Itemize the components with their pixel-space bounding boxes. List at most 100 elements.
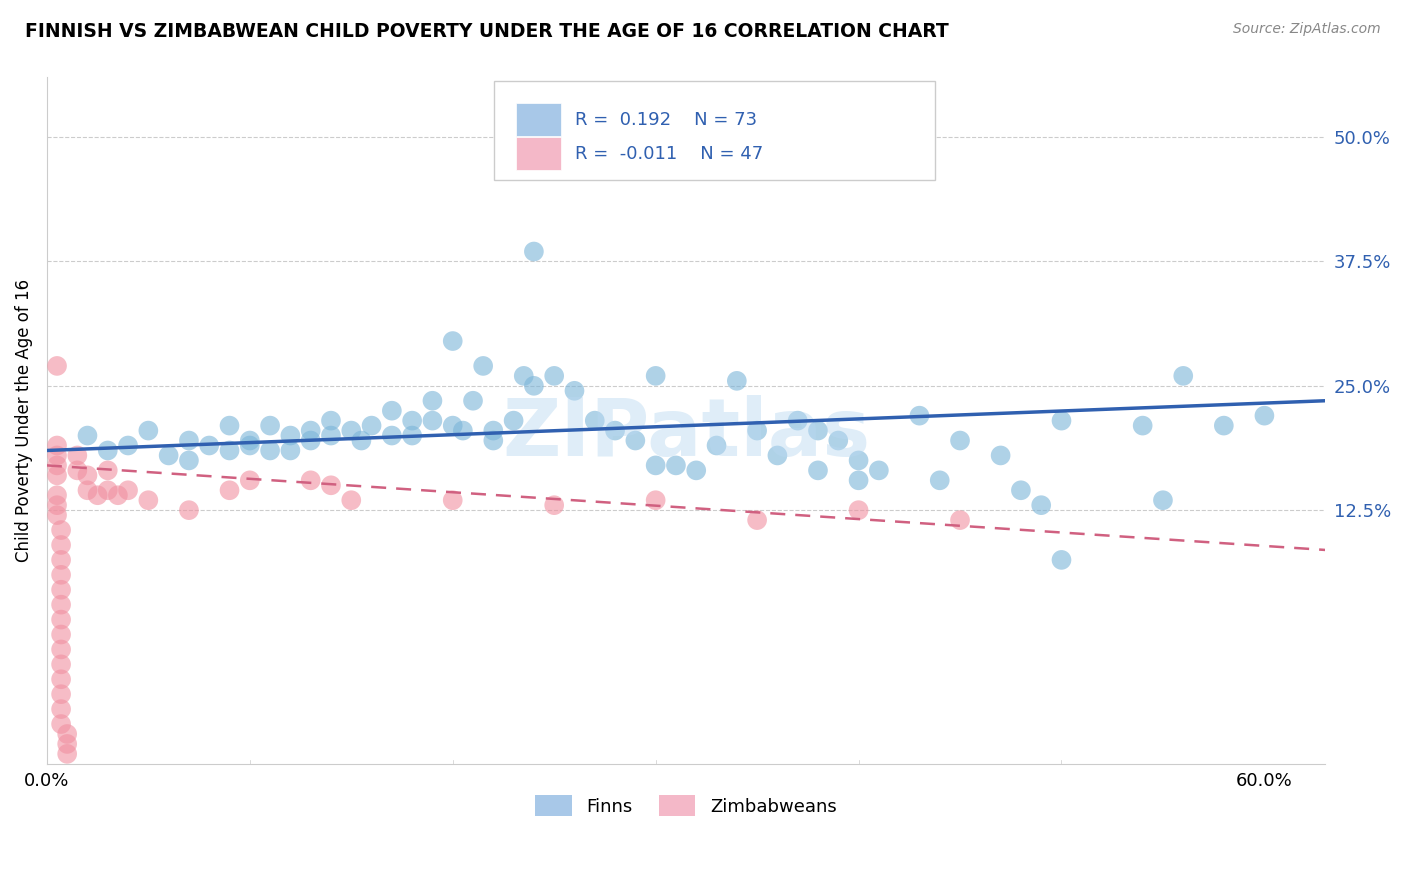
Point xyxy=(157,449,180,463)
Point xyxy=(482,434,505,448)
Point xyxy=(49,523,72,537)
Point xyxy=(280,443,302,458)
Point xyxy=(46,458,69,473)
Point xyxy=(66,449,89,463)
Point xyxy=(340,424,363,438)
Point xyxy=(603,424,626,438)
Point xyxy=(49,717,72,731)
Point xyxy=(451,424,474,438)
Text: Source: ZipAtlas.com: Source: ZipAtlas.com xyxy=(1233,22,1381,37)
Point xyxy=(990,449,1012,463)
Point xyxy=(299,424,322,438)
Point xyxy=(46,508,69,523)
Point xyxy=(908,409,931,423)
Point xyxy=(76,483,98,498)
Point xyxy=(76,428,98,442)
Point xyxy=(177,453,200,467)
Point xyxy=(49,627,72,641)
Point xyxy=(807,424,830,438)
Text: R =  -0.011    N = 47: R = -0.011 N = 47 xyxy=(575,145,763,163)
Text: R =  0.192    N = 73: R = 0.192 N = 73 xyxy=(575,111,756,128)
Point xyxy=(360,418,382,433)
Point xyxy=(644,368,666,383)
Point xyxy=(97,443,120,458)
Point xyxy=(513,368,536,383)
Point xyxy=(198,438,221,452)
Point xyxy=(665,458,688,473)
Point xyxy=(766,449,789,463)
Point xyxy=(1253,409,1275,423)
Point xyxy=(117,438,139,452)
Point xyxy=(1010,483,1032,498)
Point xyxy=(177,503,200,517)
Point xyxy=(949,513,972,527)
Point xyxy=(46,359,69,373)
Point xyxy=(502,414,524,428)
Point xyxy=(46,498,69,512)
Point xyxy=(827,434,849,448)
Point xyxy=(56,727,79,741)
Point xyxy=(46,449,69,463)
Point xyxy=(56,737,79,751)
Point xyxy=(928,473,950,487)
Point xyxy=(644,458,666,473)
Point xyxy=(97,463,120,477)
Point xyxy=(97,483,120,498)
Point xyxy=(401,428,423,442)
Point xyxy=(1031,498,1053,512)
Point xyxy=(319,428,342,442)
Point xyxy=(583,414,606,428)
Point xyxy=(86,488,108,502)
Point xyxy=(107,488,129,502)
Point xyxy=(49,553,72,567)
Bar xyxy=(516,103,561,136)
Point xyxy=(807,463,830,477)
Point xyxy=(868,463,890,477)
Point xyxy=(472,359,495,373)
Point xyxy=(786,414,808,428)
Point xyxy=(319,478,342,492)
Point xyxy=(66,463,89,477)
Point xyxy=(46,468,69,483)
Point xyxy=(422,393,444,408)
Point xyxy=(218,483,240,498)
Point xyxy=(381,428,404,442)
Point xyxy=(441,418,464,433)
Point xyxy=(49,567,72,582)
Point xyxy=(218,443,240,458)
Point xyxy=(259,443,281,458)
Point xyxy=(49,613,72,627)
Point xyxy=(259,418,281,433)
Point xyxy=(340,493,363,508)
Text: FINNISH VS ZIMBABWEAN CHILD POVERTY UNDER THE AGE OF 16 CORRELATION CHART: FINNISH VS ZIMBABWEAN CHILD POVERTY UNDE… xyxy=(25,22,949,41)
Point xyxy=(706,438,728,452)
Point xyxy=(117,483,139,498)
Text: ZIPatlas: ZIPatlas xyxy=(502,395,870,474)
Point xyxy=(49,538,72,552)
Point xyxy=(1212,418,1234,433)
Point xyxy=(49,582,72,597)
Point xyxy=(441,493,464,508)
Point xyxy=(319,414,342,428)
Point xyxy=(1050,414,1073,428)
Point xyxy=(848,453,870,467)
Point xyxy=(1152,493,1174,508)
Point xyxy=(49,702,72,716)
Point xyxy=(624,434,647,448)
Point xyxy=(685,463,707,477)
Point xyxy=(523,244,546,259)
Point xyxy=(564,384,586,398)
Point xyxy=(138,493,160,508)
Y-axis label: Child Poverty Under the Age of 16: Child Poverty Under the Age of 16 xyxy=(15,279,32,562)
Point xyxy=(482,424,505,438)
Point xyxy=(76,468,98,483)
Point xyxy=(49,657,72,672)
Point xyxy=(49,642,72,657)
Point xyxy=(49,598,72,612)
Point xyxy=(725,374,748,388)
Point xyxy=(848,473,870,487)
Point xyxy=(49,673,72,687)
Point xyxy=(280,428,302,442)
Point xyxy=(523,379,546,393)
Point xyxy=(644,493,666,508)
